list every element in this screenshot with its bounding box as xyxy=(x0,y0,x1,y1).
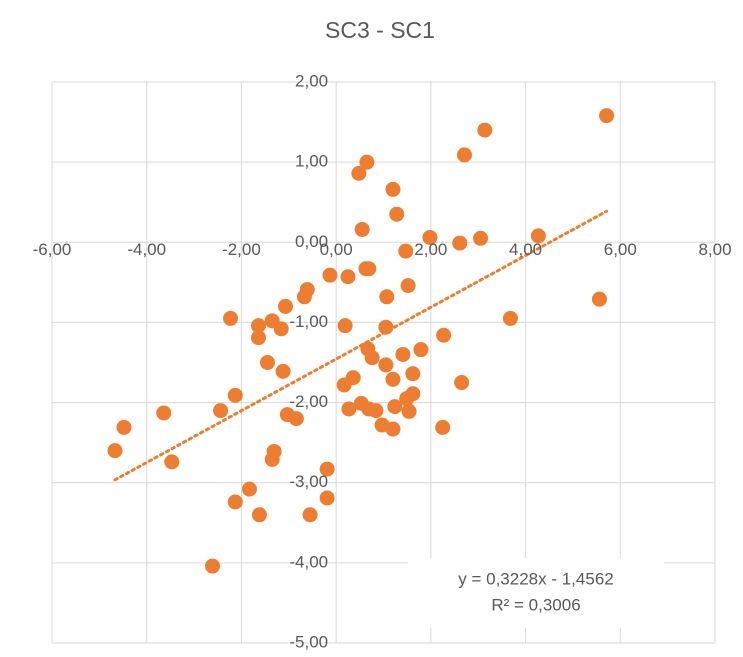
data-point xyxy=(337,377,352,392)
x-tick-label: -2,00 xyxy=(222,240,261,259)
trend-equation: y = 0,3228x - 1,4562 xyxy=(458,569,613,588)
x-tick-label: -4,00 xyxy=(127,240,166,259)
data-point xyxy=(378,320,393,335)
data-point xyxy=(385,372,400,387)
y-tick-label: 1,00 xyxy=(295,152,328,171)
data-point xyxy=(385,422,400,437)
r-squared: R² = 0,3006 xyxy=(491,595,580,614)
data-point xyxy=(274,321,289,336)
data-point xyxy=(599,108,614,123)
y-tick-label: -5,00 xyxy=(289,632,328,651)
x-tick-label: 4,00 xyxy=(509,240,542,259)
y-tick-label: 2,00 xyxy=(295,71,328,90)
data-point xyxy=(402,404,417,419)
data-point xyxy=(361,261,376,276)
data-point xyxy=(457,147,472,162)
data-point xyxy=(435,420,450,435)
y-tick-label: -2,00 xyxy=(289,392,328,411)
x-tick-label: 8,00 xyxy=(698,240,731,259)
data-point xyxy=(242,482,257,497)
y-tick-label: 0,00 xyxy=(295,232,328,251)
data-point xyxy=(341,401,356,416)
data-point xyxy=(251,330,266,345)
data-point xyxy=(592,292,607,307)
data-point xyxy=(473,231,488,246)
data-point xyxy=(213,403,228,418)
data-point xyxy=(387,399,402,414)
chart-title: SC3 - SC1 xyxy=(325,17,435,43)
data-point xyxy=(477,123,492,138)
data-point xyxy=(156,405,171,420)
data-point xyxy=(289,411,304,426)
y-tick-label: -1,00 xyxy=(289,312,328,331)
x-tick-label: 6,00 xyxy=(604,240,637,259)
y-tick-label: -4,00 xyxy=(289,552,328,571)
data-point xyxy=(265,452,280,467)
data-point xyxy=(365,350,380,365)
data-point xyxy=(355,222,370,237)
data-point xyxy=(340,269,355,284)
data-point xyxy=(303,507,318,522)
data-point xyxy=(116,420,131,435)
data-point xyxy=(338,318,353,333)
data-point xyxy=(368,403,383,418)
data-point xyxy=(436,328,451,343)
data-point xyxy=(164,454,179,469)
data-point xyxy=(320,490,335,505)
data-point xyxy=(413,342,428,357)
data-point xyxy=(260,355,275,370)
data-point xyxy=(401,278,416,293)
data-point xyxy=(398,244,413,259)
data-point xyxy=(252,507,267,522)
data-point xyxy=(297,289,312,304)
data-point xyxy=(452,236,467,251)
data-point xyxy=(228,388,243,403)
data-point xyxy=(379,289,394,304)
x-tick-label: 2,00 xyxy=(414,240,447,259)
x-tick-label: -6,00 xyxy=(33,240,72,259)
data-point xyxy=(205,559,220,574)
data-point xyxy=(454,375,469,390)
chart: SC3 - SC1 -6,00 -4,00 -2,00 0,00 2,00 4,00 6,0… xyxy=(0,0,743,657)
data-point xyxy=(405,366,420,381)
data-point xyxy=(385,182,400,197)
data-point xyxy=(276,364,291,379)
data-point xyxy=(228,494,243,509)
y-tick-label: -3,00 xyxy=(289,472,328,491)
data-point xyxy=(503,311,518,326)
data-point xyxy=(378,357,393,372)
data-point xyxy=(389,207,404,222)
data-point xyxy=(223,311,238,326)
data-point xyxy=(351,166,366,181)
data-point xyxy=(322,268,337,283)
data-point xyxy=(107,443,122,458)
data-point xyxy=(395,347,410,362)
